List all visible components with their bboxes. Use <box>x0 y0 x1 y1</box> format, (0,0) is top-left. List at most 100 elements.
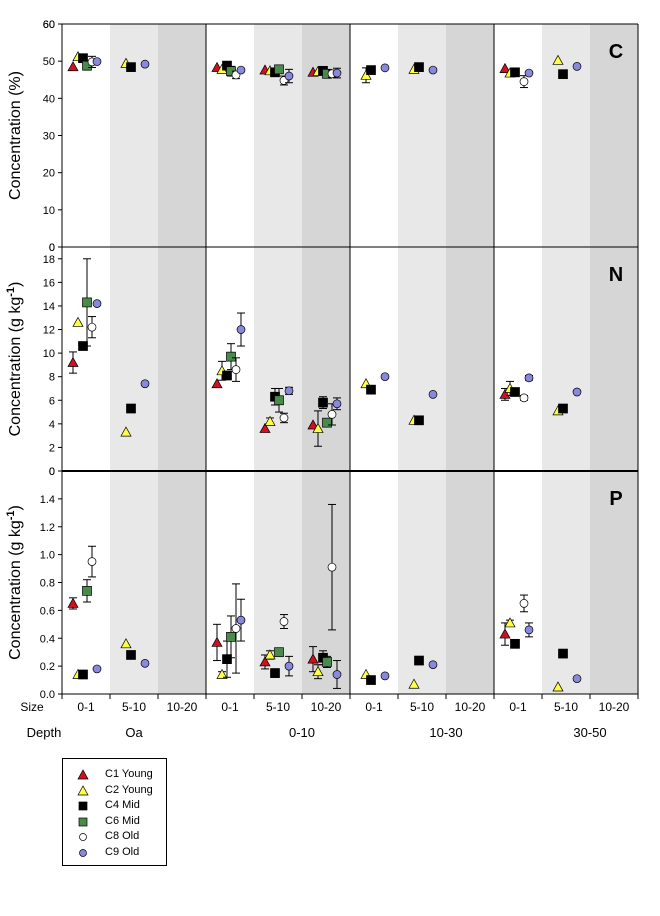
data-point <box>519 393 529 403</box>
marker-c4-mid <box>222 654 232 665</box>
data-point <box>259 422 271 433</box>
legend-marker-circle-icon <box>79 848 87 857</box>
marker-c8-old <box>519 599 529 608</box>
marker-c9-old <box>380 372 390 382</box>
data-point <box>524 622 534 638</box>
marker-c2-young <box>120 426 132 437</box>
data-point <box>67 351 79 374</box>
marker-c4-mid <box>126 650 136 660</box>
data-point <box>274 64 284 75</box>
data-point <box>414 655 424 666</box>
legend-label: C2 Young <box>105 783 153 796</box>
data-point <box>408 678 420 689</box>
data-point <box>552 54 564 65</box>
legend-item: C1 Young <box>63 767 166 783</box>
y-tick-label: 10 <box>43 348 55 360</box>
data-point <box>322 655 332 669</box>
data-point <box>558 648 568 659</box>
x-tick-label-depth: 0-10 <box>289 725 315 740</box>
x-row-label-depth: Depth <box>27 725 62 740</box>
data-point <box>284 655 294 677</box>
data-point <box>572 387 582 397</box>
data-point <box>82 258 92 347</box>
y-tick-label: 0 <box>49 466 55 478</box>
data-point <box>572 674 582 684</box>
y-tick-label: 0.6 <box>40 605 55 617</box>
panel-p: 0.0 0.2 0.4 0.6 0.8 1.0 1.2 1.4 0 Concentration (… <box>5 466 639 701</box>
marker-c6-mid <box>226 632 236 642</box>
data-point <box>274 387 284 413</box>
marker-c4-mid <box>558 648 568 659</box>
marker-c9-old <box>284 71 294 81</box>
data-point <box>231 583 241 674</box>
x-tick-label-size: 0-1 <box>365 700 383 714</box>
marker-c6-mid <box>82 297 92 308</box>
band-10-20 <box>590 471 638 694</box>
y-tick-label: 18 <box>43 254 55 266</box>
band-10-20 <box>158 471 206 694</box>
marker-c9-old <box>284 386 294 396</box>
data-point <box>211 623 223 662</box>
band-10-20 <box>590 247 638 471</box>
marker-c1-young <box>499 62 511 73</box>
legend-item: C8 Old <box>63 829 166 845</box>
marker-c9-old <box>140 379 150 389</box>
marker-c1-young <box>67 356 79 367</box>
legend-marker-circle-icon <box>79 833 87 841</box>
y-tick-label: 16 <box>43 277 55 289</box>
marker-c4-mid <box>510 67 520 78</box>
data-point <box>572 62 582 71</box>
marker-c9-old <box>236 65 246 75</box>
marker-c9-old <box>524 373 534 383</box>
marker-c2-young <box>72 316 84 327</box>
x-row-label-size: Size <box>20 700 44 714</box>
data-point <box>226 343 236 371</box>
marker-c6-mid <box>274 395 284 406</box>
data-point <box>510 67 520 78</box>
legend-item: C9 Old <box>63 845 166 861</box>
data-point <box>82 60 92 71</box>
band-5-10 <box>110 471 158 694</box>
y-tick-label: 0.0 <box>40 689 55 701</box>
y-tick-label: 6 <box>49 395 55 407</box>
marker-c8-old <box>279 413 289 423</box>
data-point <box>510 638 520 649</box>
marker-c2-young <box>504 617 516 628</box>
marker-c4-mid <box>414 62 424 72</box>
y-axis-title: Concentration (g kg-1) <box>5 505 24 660</box>
data-point <box>226 615 236 659</box>
y-tick-label: 1.4 <box>40 494 55 506</box>
marker-c8-old <box>327 410 337 419</box>
x-tick-label-size: 10-20 <box>167 700 198 714</box>
data-point <box>510 387 520 397</box>
marker-c1-young <box>307 419 319 430</box>
x-tick-label-size: 0-1 <box>221 700 239 714</box>
y-tick-label: 20 <box>43 168 55 180</box>
x-tick-label-size: 5-10 <box>266 700 290 714</box>
x-tick-label-depth: 10-30 <box>429 725 462 740</box>
data-point <box>264 649 276 660</box>
data-point <box>519 75 529 89</box>
data-point <box>318 396 328 410</box>
data-point <box>332 660 342 689</box>
y-tick-label: 0.8 <box>40 578 55 590</box>
data-point <box>307 646 319 673</box>
legend-marker-triangle-icon <box>77 769 89 780</box>
data-point <box>327 403 337 426</box>
marker-c1-young <box>499 388 511 399</box>
y-tick-label: 2 <box>49 442 55 454</box>
marker-c1-young <box>211 636 223 647</box>
data-point <box>524 373 534 383</box>
marker-c4-mid <box>222 370 232 381</box>
data-point <box>380 671 390 681</box>
marker-c9-old <box>236 615 246 625</box>
data-point <box>366 675 376 685</box>
band-10-20 <box>302 24 350 247</box>
marker-c9-old <box>140 59 150 69</box>
marker-c8-old <box>231 365 241 374</box>
marker-c1-young <box>259 656 271 667</box>
x-tick-label-depth: Oa <box>125 725 143 740</box>
data-point <box>322 417 332 428</box>
marker-c8-old <box>87 322 97 332</box>
